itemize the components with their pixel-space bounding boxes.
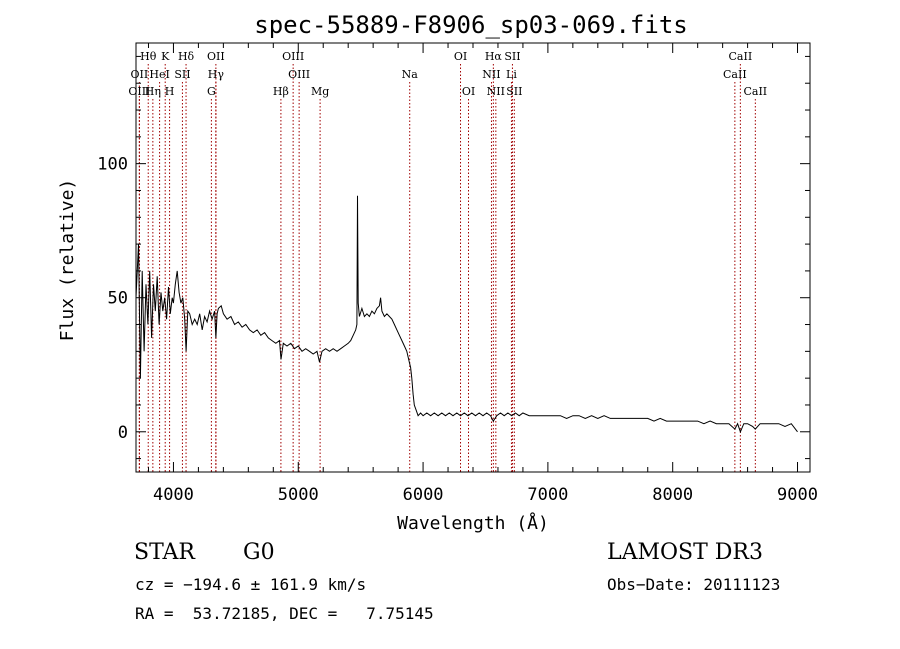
x-tick-label: 9000 (777, 485, 818, 505)
spectral-line-label: OIII (288, 68, 310, 81)
spectral-line-label: OIII (128, 85, 150, 98)
x-tick-label: 7000 (527, 485, 568, 505)
y-tick-label: 100 (97, 155, 128, 175)
spectral-line-markers (138, 64, 756, 472)
spectral-line-label: SII (504, 50, 520, 63)
spectral-line-label: NII (482, 68, 500, 81)
spectral-line-label: Hα (485, 50, 503, 63)
redshift-text: cz = −194.6 ± 161.9 km/s (135, 575, 367, 594)
spectral-line-label: Mg (311, 85, 329, 98)
spectral-line-label: G (207, 85, 216, 98)
spectral-line-label: Hθ (140, 50, 157, 63)
spectral-line-label: NII (487, 85, 505, 98)
x-axis-label: Wavelength (Å) (397, 512, 549, 534)
obs-date-text: Obs−Date: 20111123 (607, 575, 781, 594)
y-axis-ticks: 0 50 100 (97, 55, 810, 460)
plot-frame (135, 42, 811, 473)
spectral-line-label: K (161, 50, 170, 63)
x-axis-ticks: 4000 5000 6000 7000 8000 9000 (147, 43, 818, 505)
x-tick-label: 4000 (153, 485, 194, 505)
spectral-line-label: CaII (729, 50, 753, 63)
spectral-line-label: SII (506, 85, 522, 98)
spectral-line-label: CaII (743, 85, 767, 98)
x-tick-label: 5000 (278, 485, 319, 505)
spectral-line-label: CaII (723, 68, 747, 81)
y-tick-label: 0 (118, 423, 128, 443)
spectral-line-label: Li (506, 68, 517, 81)
object-class: STAR (134, 540, 195, 565)
spectral-line-label: OI (454, 50, 467, 63)
spectral-line-label: OI (462, 85, 475, 98)
spectral-line-label: HeI (149, 68, 169, 81)
y-tick-label: 50 (108, 289, 128, 309)
chart-title: spec-55889-F8906_sp03-069.fits (254, 11, 687, 39)
x-tick-label: 6000 (403, 485, 444, 505)
spectral-line-label: H (165, 85, 175, 98)
spectral-line-label: OII (131, 68, 149, 81)
coordinates-text: RA = 53.72185, DEC = 7.75145 (135, 604, 434, 623)
spectral-line-label: SII (174, 68, 190, 81)
y-axis-label: Flux (relative) (57, 179, 78, 342)
spectral-line-label: OIII (282, 50, 304, 63)
spectral-line-label: Hη (145, 85, 161, 98)
x-tick-label: 8000 (652, 485, 693, 505)
spectrum-series-line (135, 195, 798, 434)
spectral-line-label: Hδ (178, 50, 195, 63)
spectral-line-label: Hγ (208, 68, 225, 81)
spectral-line-label: Hβ (273, 85, 289, 98)
object-subclass: G0 (243, 540, 275, 565)
spectral-line-label: OII (207, 50, 225, 63)
survey-name: LAMOST DR3 (607, 540, 763, 565)
spectral-line-label: Na (402, 68, 419, 81)
